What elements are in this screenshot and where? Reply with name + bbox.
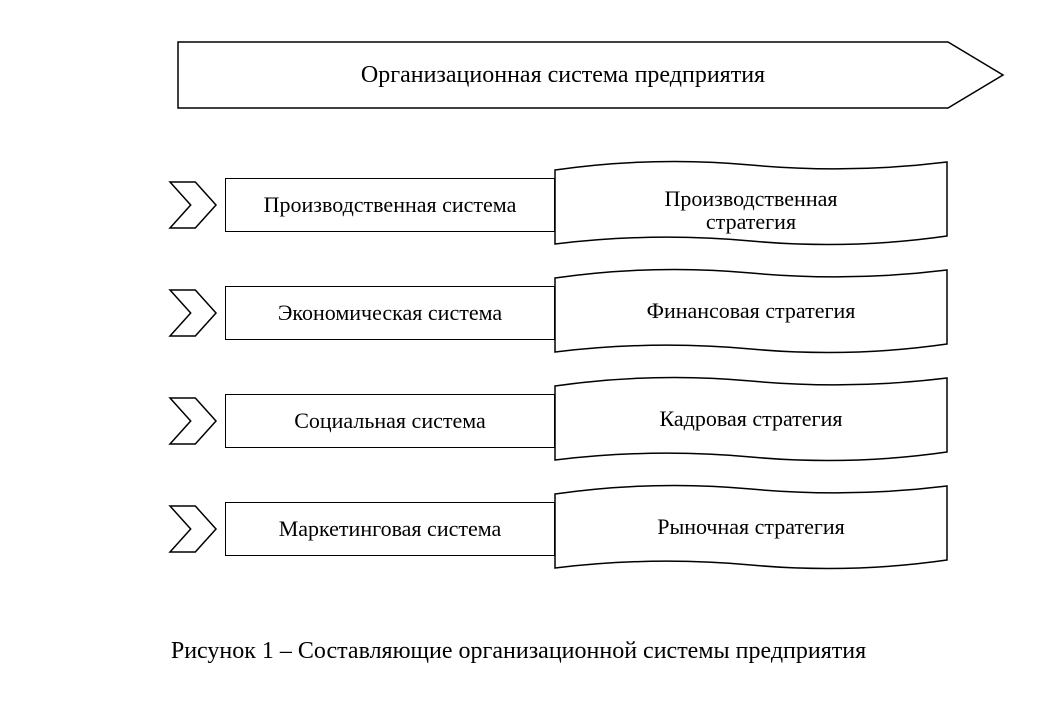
strategy-label: Производственнаястратегия — [555, 174, 947, 246]
strategy-label: Кадровая стратегия — [555, 388, 947, 450]
chevron-icon — [170, 182, 216, 228]
system-label: Маркетинговая система — [279, 516, 502, 542]
strategy-label: Рыночная стратегия — [555, 496, 947, 558]
system-box: Экономическая система — [225, 286, 555, 340]
system-box: Маркетинговая система — [225, 502, 555, 556]
chevron-icon — [170, 290, 216, 336]
system-label: Экономическая система — [278, 300, 502, 326]
system-box: Производственная система — [225, 178, 555, 232]
system-label: Социальная система — [294, 408, 486, 434]
header-title: Организационная система предприятия — [178, 42, 948, 108]
chevron-icon — [170, 506, 216, 552]
diagram-canvas: Организационная система предприятия Прои… — [0, 0, 1037, 724]
strategy-label: Финансовая стратегия — [555, 280, 947, 342]
system-box: Социальная система — [225, 394, 555, 448]
chevron-icon — [170, 398, 216, 444]
system-label: Производственная система — [264, 192, 517, 218]
figure-caption: Рисунок 1 – Составляющие организационной… — [0, 636, 1037, 666]
